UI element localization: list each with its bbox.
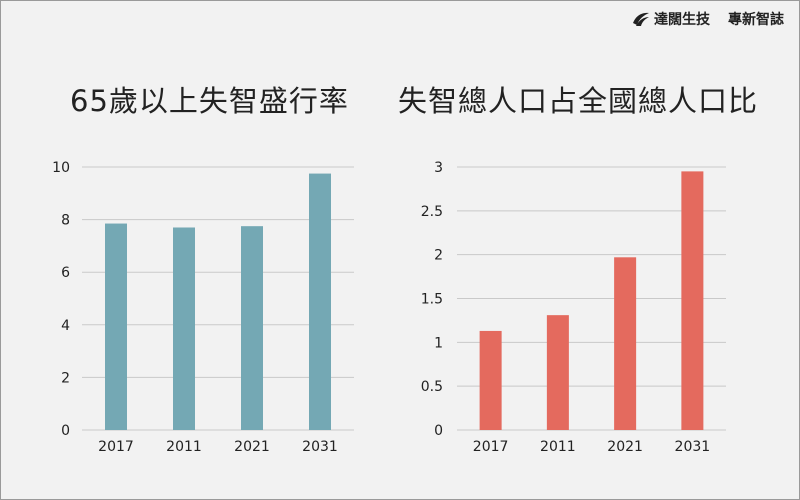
- brand-company: 達闊生技: [654, 12, 710, 28]
- y-tick-label: 0.5: [421, 379, 443, 395]
- bar-2017: [105, 223, 127, 430]
- bar-2017: [479, 330, 502, 430]
- x-tick-label: 2021: [234, 439, 270, 455]
- y-tick-label: 0: [61, 423, 70, 439]
- y-tick-label: 1: [434, 335, 443, 351]
- bar-2031: [681, 171, 704, 430]
- y-tick-label: 2: [61, 370, 70, 386]
- bar-2021: [241, 226, 263, 430]
- chart-title-dementia-prevalence: 65歲以上失智盛行率: [70, 84, 349, 118]
- y-tick-label: 2.5: [421, 204, 443, 220]
- chart-title-dementia-population-ratio: 失智總人口占全國總人口比: [398, 84, 759, 118]
- brand-publication: 專新智誌: [728, 12, 784, 28]
- x-tick-label: 2011: [540, 439, 576, 455]
- x-tick-label: 2021: [607, 439, 643, 455]
- x-tick-label: 2031: [675, 439, 711, 455]
- swoosh-logo-icon: [633, 12, 649, 26]
- y-tick-label: 2: [434, 248, 443, 264]
- brand-header: 達闊生技 專新智誌: [632, 9, 784, 29]
- y-tick-label: 6: [61, 265, 70, 281]
- x-tick-label: 2031: [302, 439, 338, 455]
- y-tick-label: 3: [434, 160, 443, 176]
- x-tick-label: 2017: [98, 439, 134, 455]
- y-tick-label: 10: [52, 160, 70, 176]
- y-tick-label: 0: [434, 423, 443, 439]
- x-tick-label: 2017: [473, 439, 509, 455]
- bar-2021: [614, 257, 637, 430]
- y-tick-label: 1.5: [421, 292, 443, 308]
- bar-2031: [309, 173, 331, 430]
- y-tick-label: 4: [61, 318, 70, 334]
- bar-2011: [546, 315, 569, 430]
- bar-2011: [173, 227, 195, 430]
- y-tick-label: 8: [61, 213, 70, 229]
- x-tick-label: 2011: [166, 439, 202, 455]
